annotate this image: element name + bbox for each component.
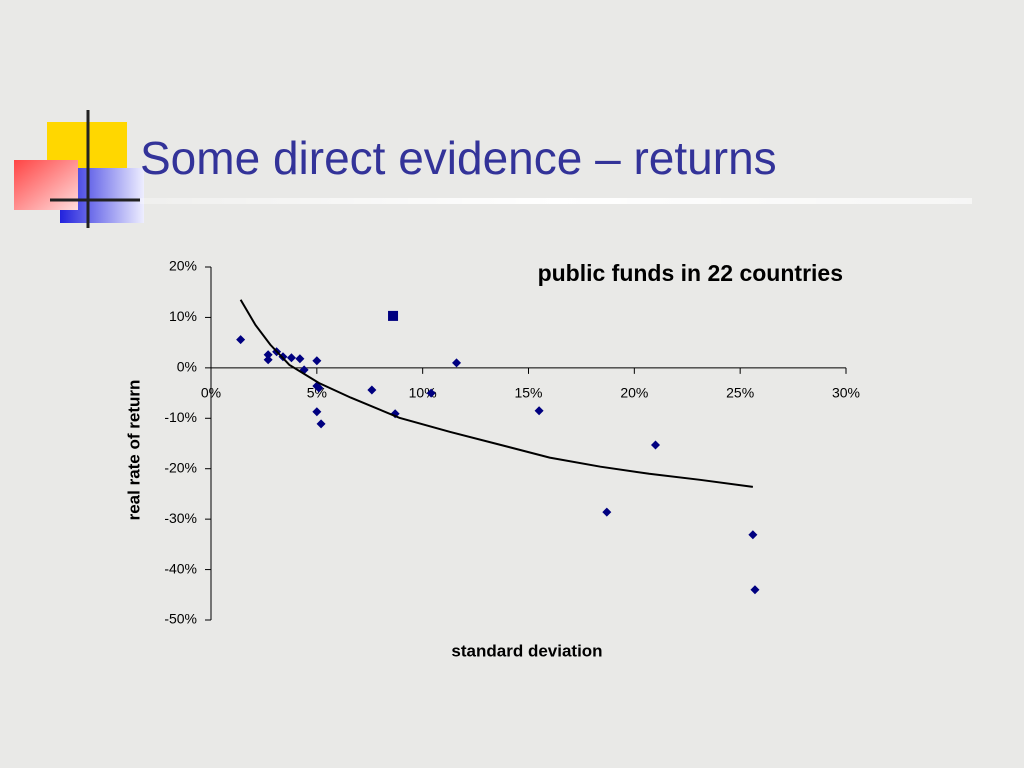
diamond-point: [286, 353, 296, 363]
square-point: [388, 310, 399, 321]
y-tick-label: -50%: [164, 611, 197, 627]
diamond-point: [312, 356, 322, 366]
slide-title: Some direct evidence – returns: [140, 132, 777, 184]
x-tick-label: 30%: [832, 385, 860, 401]
x-tick-label: 0%: [201, 385, 221, 401]
fit-line: [239, 299, 753, 488]
deco-red: [14, 160, 78, 210]
x-tick-label: 20%: [620, 385, 648, 401]
diamond-point: [534, 406, 544, 416]
y-axis-label: real rate of return: [124, 380, 143, 521]
diamond-point: [263, 350, 273, 360]
diamond-point: [236, 335, 246, 345]
diamond-point: [750, 585, 760, 595]
y-tick-label: 10%: [169, 308, 197, 324]
diamond-point: [426, 388, 436, 398]
chart-title: public funds in 22 countries: [538, 260, 843, 286]
diamond-point: [748, 530, 758, 540]
y-tick-label: 0%: [177, 359, 197, 375]
diamond-point: [452, 358, 462, 368]
plot: 20%10%0%-10%-20%-30%-40%-50%0% 5% 10% 15% 20…: [164, 258, 860, 627]
x-axis-label: standard deviation: [451, 641, 602, 660]
y-tick-label: 20%: [169, 258, 197, 274]
diamond-point: [602, 507, 612, 517]
diamond-point: [295, 354, 305, 364]
y-tick-label: -30%: [164, 510, 197, 526]
y-tick-label: -40%: [164, 560, 197, 576]
diamond-point: [651, 440, 660, 450]
x-tick-label: 10%: [409, 385, 437, 401]
diamond-point: [367, 385, 377, 395]
diamond-point: [263, 355, 273, 365]
diamond-point: [316, 419, 326, 429]
title-rule: [140, 198, 972, 204]
x-tick-label: 25%: [726, 385, 754, 401]
diamond-point: [314, 383, 324, 393]
y-tick-label: -10%: [164, 409, 197, 425]
x-tick-label: 15%: [514, 385, 542, 401]
y-tick-label: -20%: [164, 459, 197, 475]
diamond-point: [312, 407, 322, 417]
